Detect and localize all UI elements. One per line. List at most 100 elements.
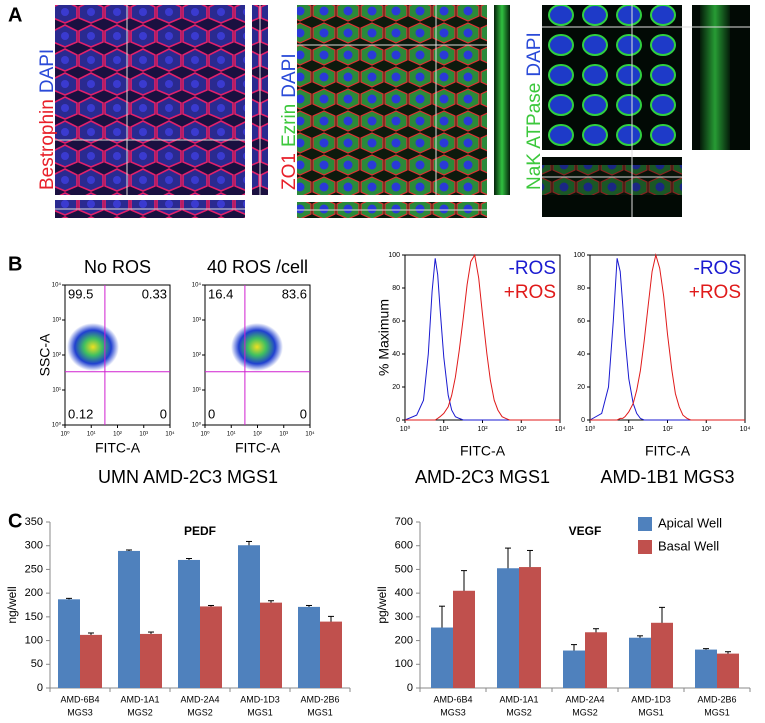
stain: NaK ATPase [524, 83, 545, 190]
y-tick-label: 10² [52, 353, 61, 359]
x-tick-label: 10¹ [227, 432, 236, 438]
x-tick-label: 10³ [139, 432, 148, 438]
quadrant-value: 0.33 [142, 286, 167, 301]
x-axis-label: FITC-A [95, 440, 141, 456]
x-tick-sublabel: MGS1 [704, 707, 730, 717]
plot-frame [404, 254, 561, 421]
y-axis-label: pg/well [375, 586, 389, 623]
quadrant-value: 16.4 [208, 286, 233, 301]
x-tick-label: 10¹ [439, 426, 450, 433]
x-tick-label: AMD-1A1 [499, 694, 538, 704]
caption: AMD-1B1 MGS3 [600, 467, 734, 487]
y-tick-label: 100 [388, 252, 400, 259]
micrograph [55, 5, 268, 218]
y-tick-label: 500 [395, 563, 413, 575]
x-tick-label: 10² [477, 426, 488, 433]
x-tick-label: AMD-1D3 [631, 694, 671, 704]
quadrant-value: 0 [160, 406, 167, 421]
y-tick-label: 10⁰ [52, 422, 62, 429]
bar [200, 606, 222, 688]
bar [431, 627, 453, 688]
y-tick-label: 350 [25, 516, 43, 528]
x-tick-sublabel: MGS1 [307, 707, 333, 717]
x-tick-label: 10² [253, 432, 262, 438]
x-tick-label: 10² [113, 432, 122, 438]
legend-entry: Basal Well [658, 538, 719, 553]
x-tick-label: 10⁴ [305, 431, 315, 438]
panel-label: B [8, 253, 22, 275]
density-cloud [231, 323, 283, 371]
x-axis-label: FITC-A [645, 443, 691, 459]
legend-entry: +ROS [504, 282, 556, 303]
stain: Bestrophin [37, 99, 58, 190]
panel-label: A [8, 4, 22, 26]
stain-label: ZO1 Ezrin DAPI [279, 53, 300, 190]
x-tick-label: AMD-2B6 [300, 694, 339, 704]
y-tick-label: 50 [31, 658, 43, 670]
x-tick-label: 10⁴ [740, 426, 751, 433]
bar [80, 634, 102, 688]
x-tick-label: AMD-2A4 [180, 694, 219, 704]
x-tick-label: 10¹ [87, 432, 96, 438]
bar [651, 622, 673, 688]
x-tick-sublabel: MGS3 [440, 707, 466, 717]
y-tick-label: 300 [395, 611, 413, 623]
chart-title: PEDF [184, 524, 216, 538]
x-tick-sublabel: MGS1 [247, 707, 273, 717]
stain-label: NaK ATPase DAPI [524, 32, 545, 190]
quadrant-value: 83.6 [282, 286, 307, 301]
stain: ZO1 [279, 153, 300, 190]
stain: DAPI [37, 49, 58, 93]
y-tick-label: 40 [392, 351, 400, 358]
bar [298, 606, 320, 688]
chart-title: VEGF [569, 524, 602, 538]
y-tick-label: 0 [581, 417, 585, 424]
x-tick-label: AMD-1D3 [240, 694, 280, 704]
legend-entry: -ROS [694, 258, 742, 279]
bar [453, 590, 475, 688]
y-tick-label: 600 [395, 540, 413, 552]
bar [58, 599, 80, 688]
x-tick-label: 10⁴ [165, 431, 175, 438]
x-tick-label: 10² [662, 426, 673, 433]
y-tick-label: 10⁴ [192, 282, 202, 289]
x-tick-label: AMD-6B4 [433, 694, 472, 704]
plot-title: 40 ROS /cell [207, 257, 308, 277]
legend-entry: -ROS [509, 258, 557, 279]
x-tick-sublabel: MGS2 [572, 707, 598, 717]
stain: DAPI [279, 53, 300, 97]
stain-label: Bestrophin DAPI [37, 49, 58, 190]
stain: DAPI [524, 32, 545, 76]
legend-entry: +ROS [689, 282, 741, 303]
x-tick-label: 10⁰ [400, 425, 411, 433]
y-tick-label: 100 [25, 634, 43, 646]
stain: Ezrin [279, 104, 300, 147]
histogram-line [405, 253, 560, 421]
x-tick-sublabel: MGS2 [187, 707, 213, 717]
y-tick-label: 60 [392, 318, 400, 325]
y-axis-label: SSC-A [37, 333, 53, 376]
y-tick-label: 150 [25, 611, 43, 623]
y-tick-label: 100 [395, 658, 413, 670]
x-tick-label: AMD-2A4 [565, 694, 604, 704]
x-tick-label: AMD-1A1 [120, 694, 159, 704]
y-tick-label: 0 [37, 682, 43, 694]
caption: AMD-2C3 MGS1 [415, 467, 550, 487]
bar [717, 653, 739, 688]
y-tick-label: 10⁴ [52, 282, 62, 289]
bar [140, 633, 162, 688]
x-tick-label: 10³ [279, 432, 288, 438]
x-tick-sublabel: MGS2 [506, 707, 532, 717]
bar [497, 568, 519, 688]
y-tick-label: 10³ [52, 318, 61, 324]
micrograph [542, 5, 750, 217]
y-tick-label: 40 [577, 351, 585, 358]
legend-entry: Apical Well [658, 515, 722, 530]
quadrant-value: 0 [300, 406, 307, 421]
bar [519, 567, 541, 688]
micrograph [297, 5, 510, 218]
histogram-line [404, 258, 560, 421]
legend-swatch [638, 540, 652, 554]
bar [178, 559, 200, 688]
